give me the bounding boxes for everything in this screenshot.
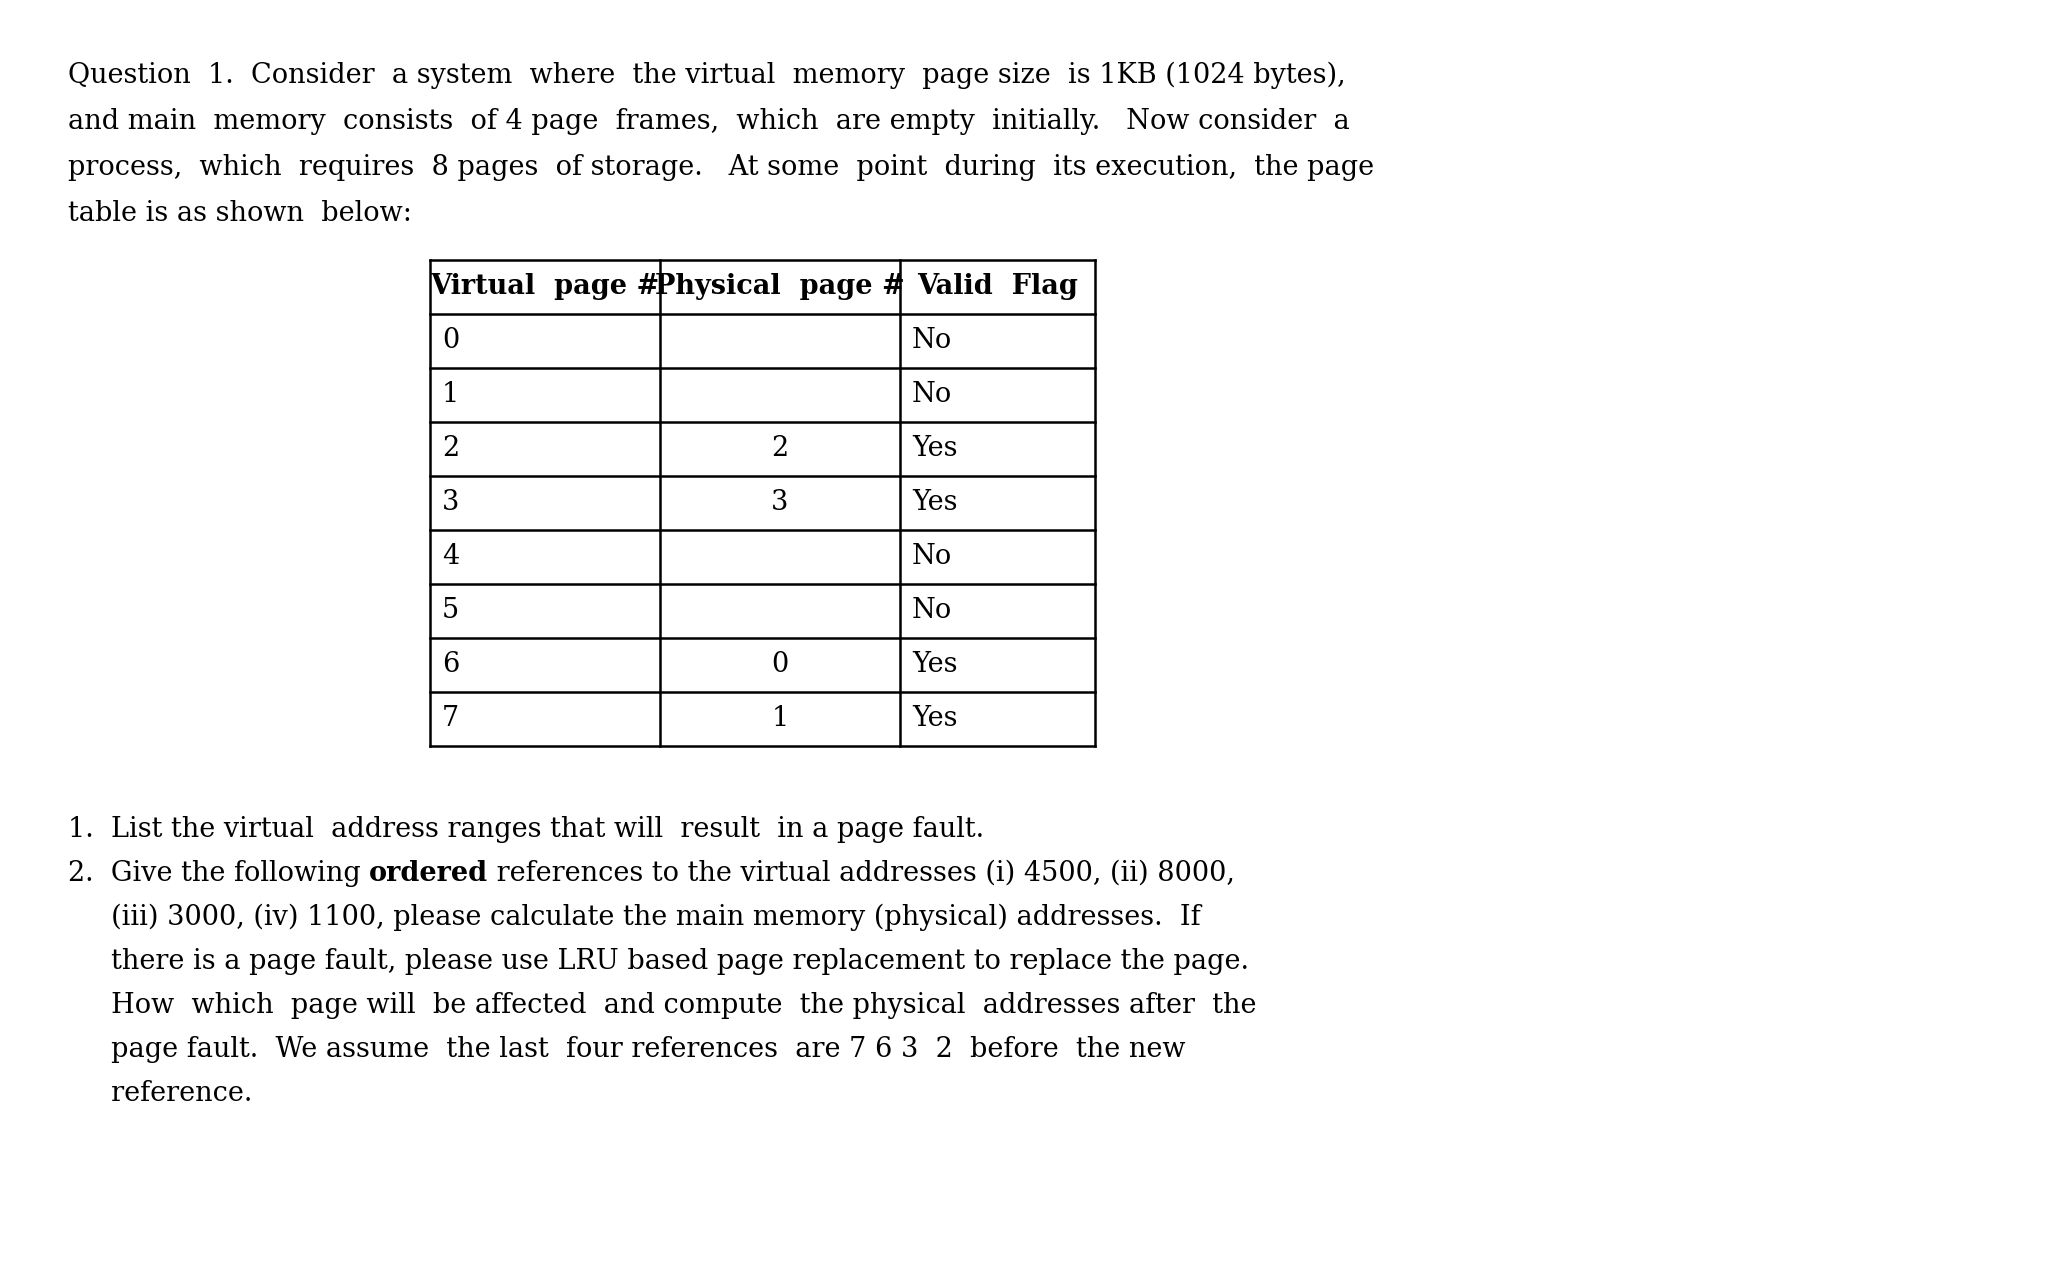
Text: 0: 0 [771,652,788,679]
Text: reference.: reference. [68,1080,252,1107]
Text: table is as shown  below:: table is as shown below: [68,199,411,227]
Text: 7: 7 [442,705,458,732]
Text: 2.  Give the following: 2. Give the following [68,860,370,887]
Text: ordered: ordered [370,860,489,887]
Text: Physical  page #: Physical page # [655,273,904,300]
Text: Valid  Flag: Valid Flag [917,273,1078,300]
Text: Yes: Yes [913,652,958,679]
Text: No: No [913,382,951,409]
Text: there is a page fault, please use LRU based page replacement to replace the page: there is a page fault, please use LRU ba… [68,948,1248,975]
Text: Question  1.  Consider  a system  where  the virtual  memory  page size  is 1KB : Question 1. Consider a system where the … [68,63,1346,89]
Text: 2: 2 [442,436,458,463]
Text: Yes: Yes [913,489,958,516]
Text: 3: 3 [442,489,460,516]
Text: page fault.  We assume  the last  four references  are 7 6 3  2  before  the new: page fault. We assume the last four refe… [68,1036,1185,1063]
Text: No: No [913,543,951,570]
Text: 5: 5 [442,598,458,625]
Text: 1: 1 [442,382,458,409]
Text: No: No [913,598,951,625]
Text: 3: 3 [771,489,788,516]
Text: 0: 0 [442,327,458,354]
Text: Yes: Yes [913,436,958,463]
Text: 1.  List the virtual  address ranges that will  result  in a page fault.: 1. List the virtual address ranges that … [68,815,984,843]
Text: and main  memory  consists  of 4 page  frames,  which  are empty  initially.   N: and main memory consists of 4 page frame… [68,109,1350,135]
Text: 2: 2 [771,436,788,463]
Text: (iii) 3000, (iv) 1100, please calculate the main memory (physical) addresses.  I: (iii) 3000, (iv) 1100, please calculate … [68,904,1201,932]
Text: 4: 4 [442,543,458,570]
Text: 1: 1 [771,705,788,732]
Text: How  which  page will  be affected  and compute  the physical  addresses after  : How which page will be affected and comp… [68,992,1256,1019]
Text: Virtual  page #: Virtual page # [430,273,659,300]
Text: Yes: Yes [913,705,958,732]
Text: references to the virtual addresses (i) 4500, (ii) 8000,: references to the virtual addresses (i) … [489,860,1236,887]
Text: process,  which  requires  8 pages  of storage.   At some  point  during  its ex: process, which requires 8 pages of stora… [68,155,1375,181]
Text: 6: 6 [442,652,460,679]
Text: No: No [913,327,951,354]
